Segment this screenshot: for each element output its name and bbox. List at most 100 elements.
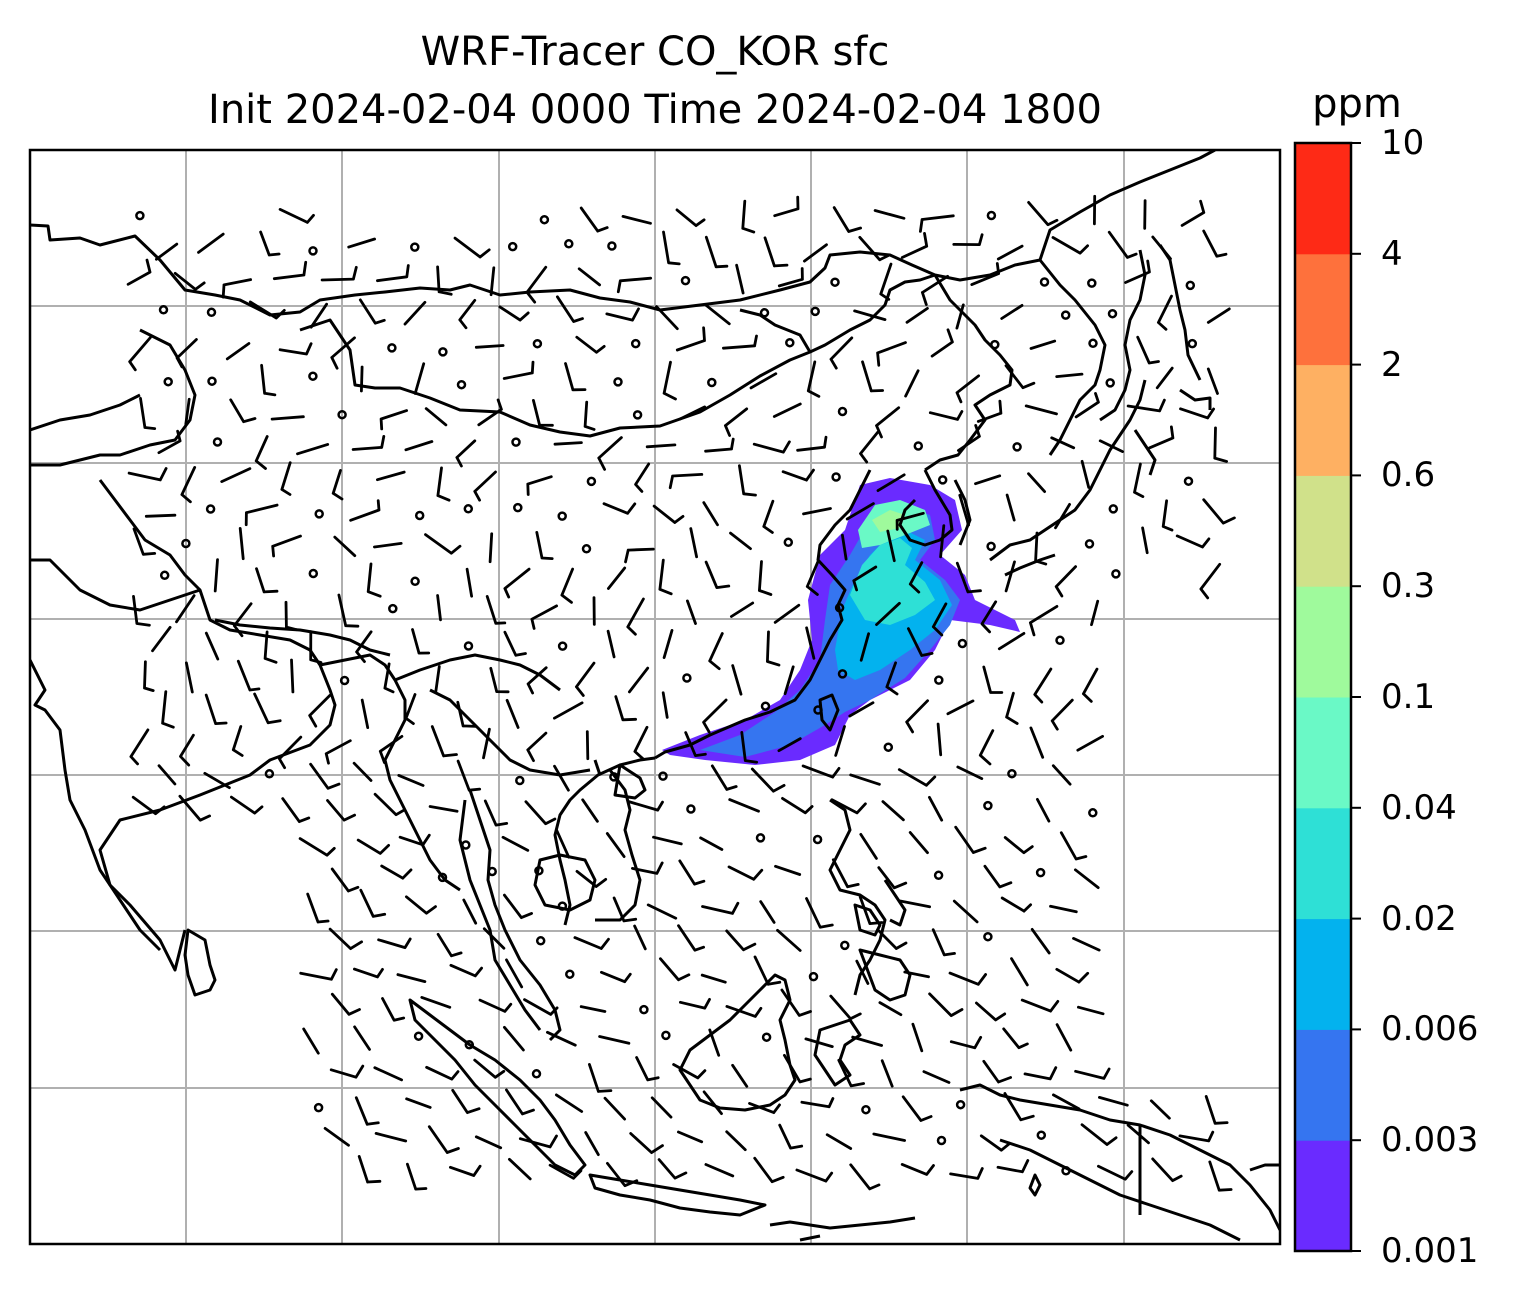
wind-barb [1080, 1123, 1118, 1146]
wind-barb [832, 206, 862, 233]
colorbar-tick-label: 0.3 [1381, 566, 1436, 607]
wind-barb [373, 542, 403, 549]
wind-barb [405, 1097, 432, 1109]
wind-barb [337, 593, 360, 628]
wind-barb [689, 527, 698, 559]
calm-wind-circle [639, 1004, 649, 1015]
wind-barb [895, 511, 925, 531]
calm-wind-circle [513, 502, 523, 513]
calm-wind-circle [487, 866, 497, 877]
wind-barb [1155, 366, 1174, 390]
wind-barb [852, 565, 878, 592]
calm-wind-circle [181, 538, 191, 549]
colorbar-segment [1295, 143, 1351, 255]
calm-wind-circle [759, 308, 770, 318]
wind-barb [605, 832, 626, 858]
wind-barb [436, 932, 463, 958]
wind-barb [585, 730, 590, 761]
calm-wind-circle [1111, 569, 1121, 579]
wind-barb [853, 309, 887, 321]
wind-barb [1090, 599, 1100, 627]
wind-barb [829, 994, 862, 1021]
calm-wind-circle [337, 409, 347, 420]
wind-barb [597, 436, 623, 471]
colorbar-unit-label: ppm [1312, 81, 1402, 127]
wind-barb [356, 838, 390, 855]
colorbar-segment [1295, 586, 1351, 698]
wind-barb [970, 262, 1000, 286]
calm-wind-circle [933, 870, 944, 881]
wind-barb [383, 662, 395, 694]
calm-wind-circle [1088, 338, 1098, 349]
wind-barb [270, 415, 305, 421]
wind-barb [1055, 372, 1084, 378]
wind-barb [806, 360, 821, 398]
wind-barb [725, 929, 757, 952]
wind-barb [453, 236, 491, 259]
calm-wind-circle [861, 1104, 871, 1115]
wind-barb [185, 661, 194, 694]
wind-barb [179, 733, 195, 767]
wind-barb [230, 795, 264, 815]
wind-barb [221, 278, 252, 299]
wind-barb [928, 795, 944, 822]
wind-barb [151, 626, 172, 653]
wind-barb [626, 597, 645, 636]
wind-barb [451, 1088, 481, 1114]
wind-barb [1199, 562, 1222, 600]
wind-barb [526, 475, 553, 496]
wind-barb [875, 601, 901, 626]
wind-barb [1136, 335, 1160, 365]
wind-barb [652, 504, 685, 524]
wind-barb [635, 1056, 660, 1082]
wind-barb [928, 410, 964, 421]
wind-barb [731, 664, 743, 696]
wind-barb [731, 1063, 749, 1088]
wind-barb [980, 600, 998, 634]
wind-barb [366, 562, 382, 598]
wind-barb [650, 1096, 673, 1119]
wind-barb [155, 242, 179, 261]
wind-barb [1029, 726, 1045, 759]
wind-barb [583, 400, 596, 431]
wind-barb [904, 369, 920, 398]
wind-barb [377, 937, 412, 949]
calm-wind-circle [557, 901, 568, 911]
wind-barb [758, 560, 773, 596]
wind-barb [875, 406, 901, 439]
wind-barb [424, 407, 448, 427]
calm-wind-circle [212, 437, 223, 447]
wind-barb [1202, 229, 1228, 258]
wind-barb [373, 1066, 403, 1082]
calm-wind-circle [163, 376, 173, 387]
wind-barb [309, 630, 323, 664]
wind-barb [753, 955, 782, 986]
wind-barb [672, 1063, 707, 1080]
wind-barb [729, 531, 752, 551]
wind-barb [347, 237, 376, 249]
wind-barb [702, 501, 719, 527]
wind-barb [702, 698, 728, 734]
wind-barb [805, 626, 816, 660]
calm-wind-circle [314, 509, 324, 519]
wind-barb [598, 1035, 631, 1045]
wind-barb [131, 795, 166, 816]
calm-wind-circle [1035, 867, 1046, 878]
wind-barb [777, 737, 802, 753]
wind-barb [573, 936, 610, 950]
wind-barb [700, 973, 727, 984]
wind-barb [1055, 1023, 1073, 1052]
wind-barb [434, 665, 441, 693]
wind-barb [1141, 526, 1149, 555]
calm-wind-circle [632, 410, 643, 420]
calm-wind-circle [883, 742, 894, 752]
wind-barb [355, 630, 373, 663]
wind-barb [373, 792, 406, 817]
wind-barb [449, 963, 483, 978]
plume-level-0.02 [850, 538, 935, 625]
wind-barb [727, 865, 764, 881]
wind-barb [605, 307, 640, 322]
wind-barb [413, 362, 426, 395]
wind-barb [978, 729, 995, 766]
wind-barb [805, 897, 834, 929]
